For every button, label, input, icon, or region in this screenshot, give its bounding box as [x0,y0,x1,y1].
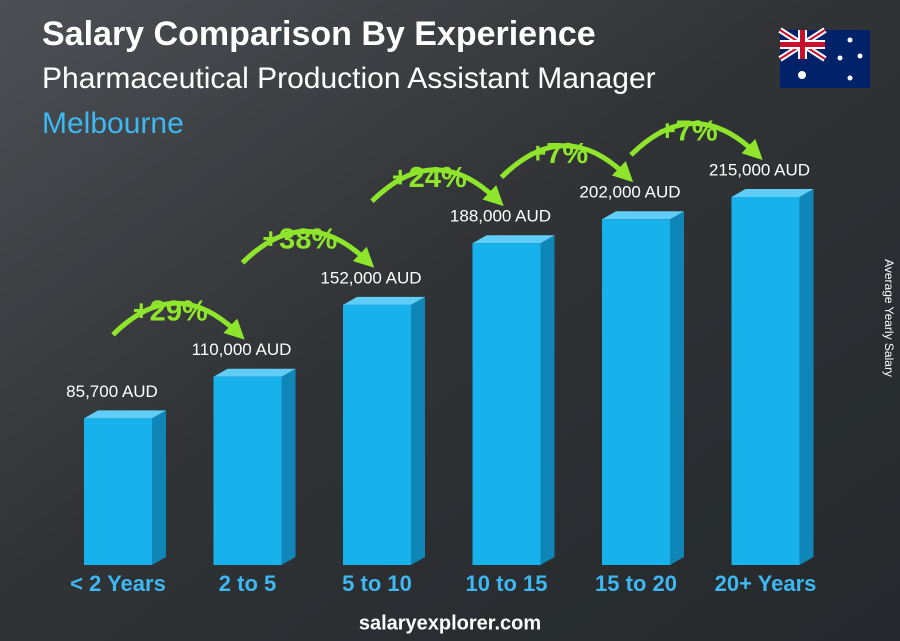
x-tick-label: 20+ Years [715,571,817,596]
x-tick-label: 2 to 5 [219,571,276,596]
bar [213,376,282,565]
flag [778,27,870,88]
bar [472,243,541,565]
x-tick-label: 15 to 20 [595,571,677,596]
bar [343,304,411,565]
bar-top [84,410,166,419]
bar-top [343,296,425,305]
x-tick-label: 5 to 10 [342,571,412,596]
subtitle: Pharmaceutical Production Assistant Mana… [42,62,656,95]
bar-side [411,296,425,565]
change-arrow [370,167,504,207]
change-label: +38% [262,223,337,255]
bar-side [670,211,684,565]
bar-top [731,189,814,197]
value-label: 188,000 AUD [450,207,551,226]
bar-top [602,211,684,220]
location: Melbourne [42,107,184,140]
change-label: +7% [659,116,718,148]
bar-side [281,368,296,565]
bar-side [540,235,555,565]
value-label: 202,000 AUD [579,183,680,202]
value-label: 85,700 AUD [66,382,158,401]
bar-top [213,368,296,377]
bar-side [799,189,814,565]
change-arrow [629,121,763,160]
change-arrow [240,228,375,268]
value-label: 110,000 AUD [192,340,292,359]
change-label: +29% [133,295,208,327]
footer: salaryexplorer.com [359,612,541,634]
change-arrow [111,300,245,340]
value-label: 215,000 AUD [709,160,810,179]
x-tick-label: < 2 Years [70,571,166,596]
bar-top [472,235,555,244]
bar [731,197,800,565]
value-label: 152,000 AUD [320,268,421,287]
change-label: +7% [529,138,588,170]
bar [602,219,670,565]
change-label: +24% [392,162,467,194]
bar [84,418,152,565]
bar-side [152,410,166,565]
title: Salary Comparison By Experience [42,15,596,53]
change-arrow [499,143,634,183]
x-tick-label: 10 to 15 [466,571,548,596]
y-axis-label: Average Yearly Salary [882,259,896,377]
